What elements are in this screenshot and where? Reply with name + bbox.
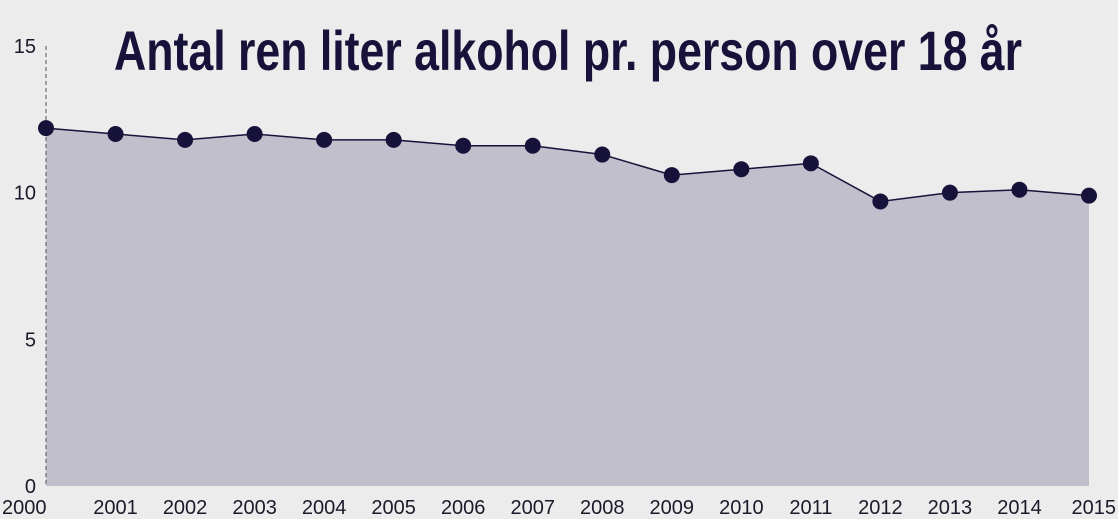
x-tick-label: 2011 — [789, 497, 832, 519]
x-tick-label: 2007 — [510, 497, 555, 519]
data-point — [316, 131, 333, 148]
area-fill — [46, 128, 1089, 486]
x-tick-label: 2001 — [93, 497, 138, 519]
series-line — [45, 127, 1090, 203]
x-tick-label: 2013 — [928, 497, 973, 519]
line-layer — [45, 127, 1090, 203]
data-point — [107, 126, 124, 142]
data-point — [385, 131, 402, 148]
x-tick-label: 2002 — [163, 497, 208, 519]
data-point — [177, 131, 194, 148]
y-tick-label: 15 — [14, 36, 36, 58]
data-point — [802, 155, 819, 172]
data-point — [455, 137, 472, 154]
data-point — [941, 184, 958, 201]
x-tick-label: 2005 — [371, 497, 416, 519]
data-point — [524, 137, 541, 154]
x-tick-label: 2014 — [997, 497, 1042, 519]
y-tick-label: 10 — [14, 183, 36, 205]
x-tick-label: 2012 — [858, 497, 903, 519]
data-point — [1011, 181, 1028, 198]
x-tick-label: 2009 — [650, 497, 695, 519]
label-layer: 0 5 10 15 2000 2001 2002 2003 2004 2005 2006 2007 20… — [2, 36, 1116, 519]
area-layer — [46, 128, 1089, 486]
x-tick-label: 2015 — [1072, 497, 1117, 519]
x-tick-label: 2003 — [232, 497, 277, 519]
x-tick-label: 2000 — [2, 497, 47, 519]
data-point — [733, 161, 750, 178]
x-tick-label: 2004 — [302, 497, 347, 519]
data-point — [872, 193, 889, 210]
y-tick-label: 5 — [25, 329, 36, 351]
data-point — [246, 126, 263, 142]
marker-layer — [38, 120, 1097, 210]
data-point — [38, 120, 54, 137]
x-tick-label: 2006 — [441, 497, 486, 519]
y-tick-label: 0 — [25, 476, 36, 498]
data-point — [1081, 187, 1097, 204]
x-tick-label: 2010 — [719, 497, 764, 519]
x-tick-label: 2008 — [580, 497, 625, 519]
chart-title: Antal ren liter alkohol pr. person over … — [114, 19, 1022, 82]
data-point — [594, 146, 611, 163]
data-point — [663, 167, 680, 184]
